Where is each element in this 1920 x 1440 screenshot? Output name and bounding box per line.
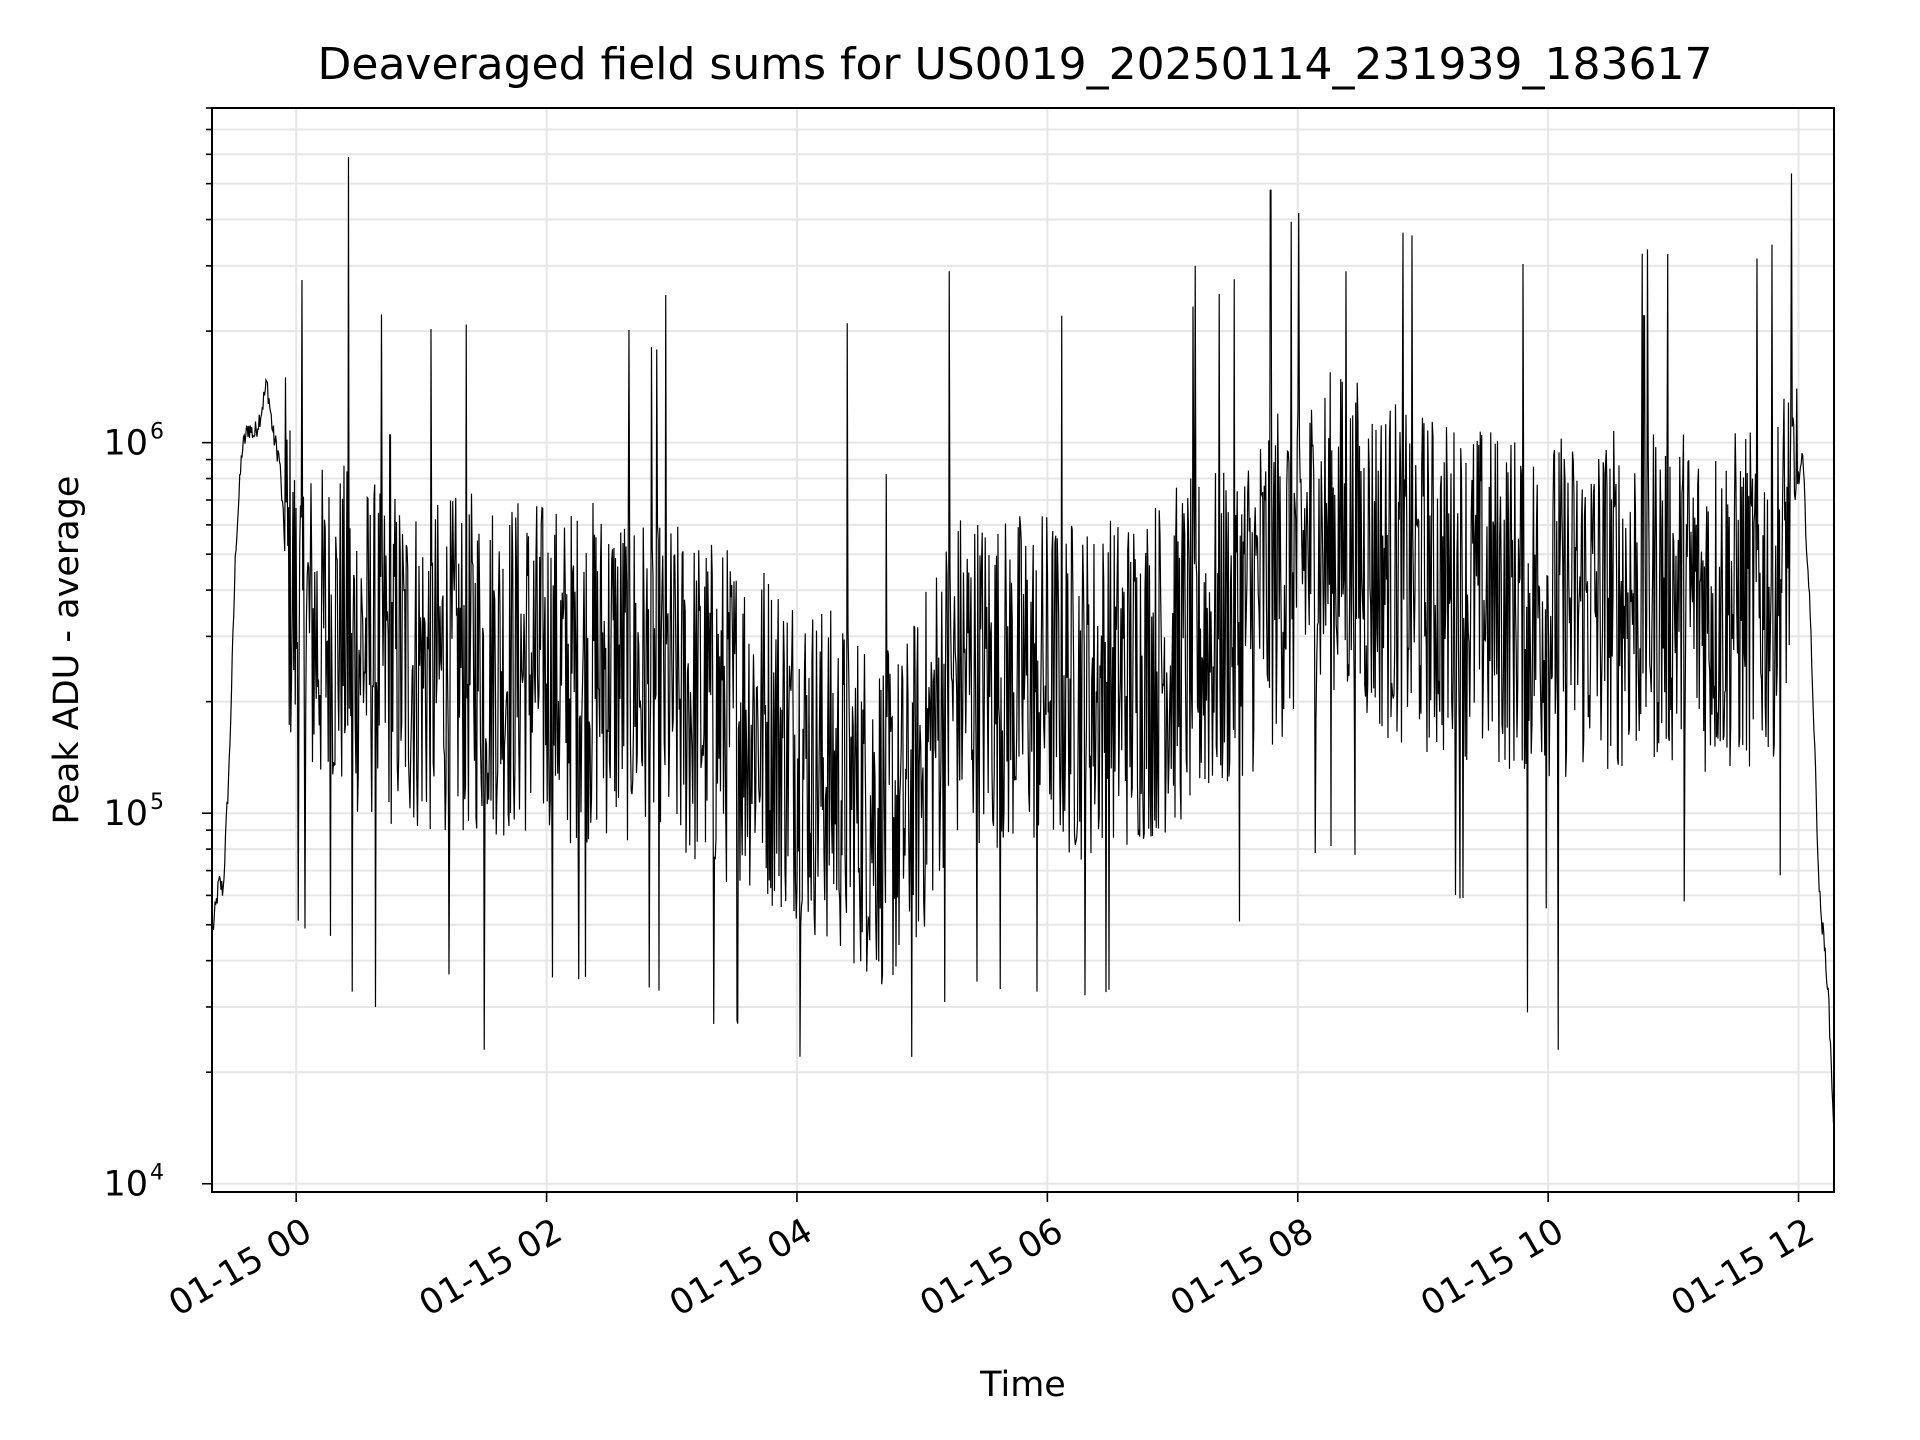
y-tick-exponent: 6 (150, 420, 164, 445)
series-line (212, 156, 1834, 1124)
y-tick-label: 10 (103, 424, 148, 464)
y-tick-exponent: 5 (150, 790, 164, 815)
y-tick-label: 10 (103, 1165, 148, 1205)
y-tick-exponent: 4 (150, 1161, 164, 1186)
x-axis-label: Time (979, 1365, 1066, 1405)
y-tick-label: 10 (103, 794, 148, 834)
y-axis-label: Peak ADU - average (47, 476, 87, 825)
chart-title: Deaveraged field sums for US0019_2025011… (318, 39, 1713, 90)
plot-frame (211, 107, 1835, 1193)
